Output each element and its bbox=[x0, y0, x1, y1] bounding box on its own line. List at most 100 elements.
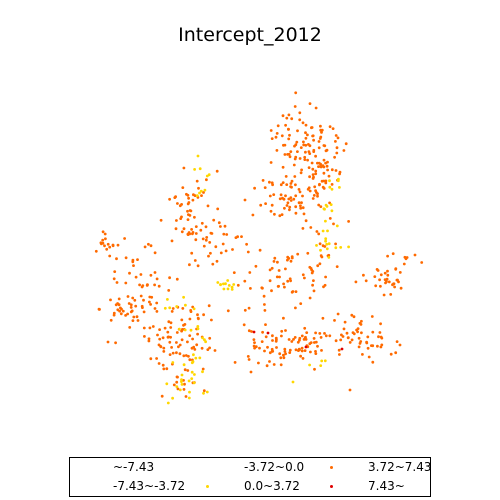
map-point bbox=[186, 369, 190, 372]
map-point bbox=[386, 269, 389, 273]
map-point bbox=[347, 245, 350, 249]
map-point bbox=[299, 206, 303, 210]
map-point bbox=[293, 336, 297, 339]
map-point bbox=[180, 373, 184, 377]
map-point bbox=[268, 180, 271, 184]
map-point bbox=[395, 278, 399, 282]
map-point bbox=[106, 242, 110, 246]
map-point bbox=[103, 244, 106, 248]
map-point bbox=[279, 193, 283, 197]
map-point bbox=[262, 294, 266, 298]
map-point bbox=[226, 309, 230, 313]
map-point bbox=[128, 271, 131, 275]
map-point bbox=[188, 317, 192, 321]
map-point bbox=[127, 302, 131, 305]
map-point bbox=[393, 285, 396, 289]
map-point bbox=[143, 245, 147, 249]
map-point bbox=[252, 344, 256, 348]
map-point bbox=[351, 331, 355, 334]
map-point bbox=[204, 238, 208, 242]
map-point bbox=[194, 225, 198, 229]
map-point bbox=[317, 203, 321, 207]
map-point bbox=[160, 394, 164, 398]
map-point bbox=[311, 283, 314, 287]
map-point bbox=[131, 258, 135, 262]
map-point bbox=[180, 318, 184, 322]
map-point bbox=[226, 287, 230, 291]
map-point bbox=[284, 352, 287, 356]
map-point bbox=[114, 341, 117, 345]
map-point bbox=[222, 287, 226, 291]
map-point bbox=[298, 338, 301, 342]
map-point bbox=[113, 270, 117, 273]
map-point bbox=[135, 315, 139, 319]
map-point bbox=[288, 155, 292, 159]
map-point bbox=[201, 367, 205, 371]
map-point bbox=[271, 334, 274, 338]
map-point bbox=[319, 124, 322, 128]
map-point bbox=[287, 137, 291, 141]
map-point bbox=[357, 336, 361, 340]
map-point bbox=[328, 217, 332, 220]
map-point bbox=[123, 237, 126, 240]
map-point bbox=[310, 126, 313, 130]
map-point bbox=[299, 171, 303, 175]
map-point bbox=[337, 177, 340, 181]
map-point bbox=[124, 281, 128, 285]
map-point bbox=[321, 229, 325, 233]
map-point bbox=[260, 286, 264, 290]
map-point bbox=[165, 367, 169, 371]
map-point bbox=[192, 307, 196, 311]
map-point bbox=[234, 236, 238, 240]
map-point bbox=[328, 185, 332, 189]
map-point bbox=[181, 307, 185, 310]
map-point bbox=[298, 348, 301, 352]
map-point bbox=[350, 338, 354, 342]
legend-marker bbox=[206, 466, 209, 469]
map-point bbox=[175, 351, 178, 355]
map-point bbox=[281, 196, 284, 200]
map-point bbox=[108, 254, 112, 258]
map-point bbox=[131, 296, 135, 300]
map-point bbox=[190, 370, 194, 374]
map-point bbox=[252, 338, 256, 341]
map-point bbox=[190, 251, 194, 255]
map-point bbox=[356, 330, 359, 334]
map-point bbox=[314, 352, 318, 355]
map-point bbox=[314, 154, 317, 158]
legend-marker bbox=[75, 485, 78, 488]
map-point bbox=[155, 357, 159, 360]
map-point bbox=[178, 352, 182, 356]
map-point bbox=[168, 276, 172, 280]
map-point bbox=[119, 306, 122, 310]
map-point bbox=[289, 279, 292, 283]
map-point bbox=[405, 256, 409, 259]
map-point bbox=[196, 327, 200, 331]
map-point bbox=[293, 157, 297, 161]
map-point bbox=[332, 222, 335, 226]
map-point bbox=[199, 189, 203, 193]
map-point bbox=[159, 345, 163, 349]
map-point bbox=[273, 256, 277, 260]
map-point bbox=[297, 188, 301, 191]
map-point bbox=[188, 263, 191, 267]
map-point bbox=[109, 298, 112, 302]
map-point bbox=[257, 361, 260, 365]
map-point bbox=[170, 346, 174, 349]
map-point bbox=[314, 172, 318, 176]
map-point bbox=[269, 129, 273, 132]
map-point bbox=[288, 205, 292, 209]
map-point bbox=[99, 241, 103, 245]
map-point bbox=[289, 199, 293, 202]
map-point bbox=[277, 269, 281, 272]
map-point bbox=[320, 359, 324, 363]
legend-label: -7.43~-3.72 bbox=[113, 479, 186, 493]
map-point bbox=[312, 289, 316, 293]
map-point bbox=[338, 353, 341, 356]
map-point bbox=[365, 341, 369, 345]
map-point bbox=[227, 284, 231, 287]
map-point bbox=[168, 197, 172, 201]
map-point bbox=[162, 367, 166, 371]
map-point bbox=[270, 266, 274, 270]
map-point bbox=[328, 179, 331, 183]
